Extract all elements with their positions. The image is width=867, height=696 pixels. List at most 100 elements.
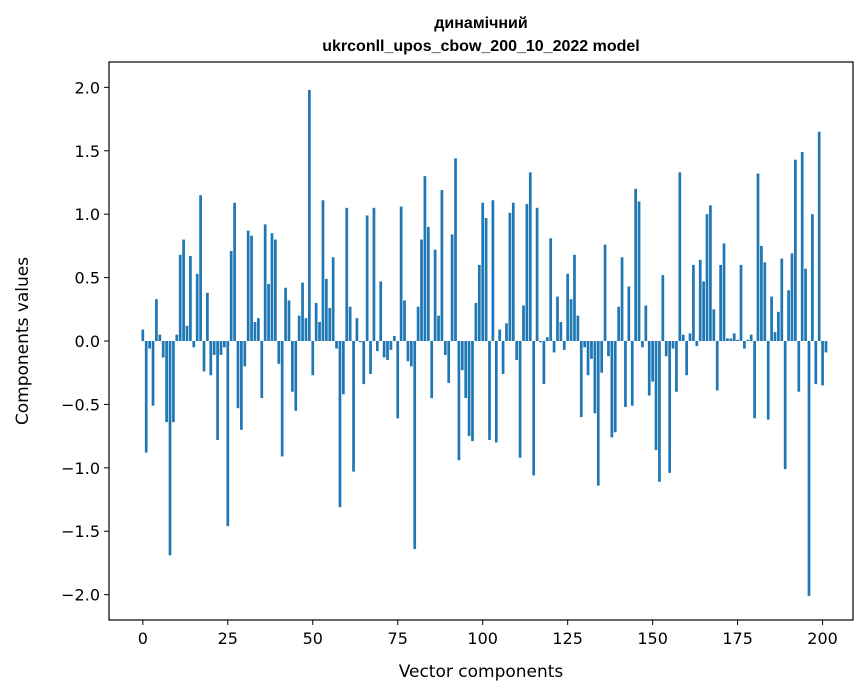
bar-140 [617,306,621,341]
bar-156 [671,341,675,349]
chart-title-line1: динамічний [434,15,527,32]
bar-60 [345,207,349,341]
x-tick-label: 125 [552,629,583,648]
bar-124 [562,341,566,350]
bar-197 [811,214,814,341]
bar-81 [416,306,420,341]
bar-82 [420,239,423,341]
bar-114 [528,172,532,341]
bar-5 [158,334,162,341]
bar-17 [199,195,202,341]
bar-53 [321,200,325,341]
bar-31 [246,230,250,341]
bar-98 [474,302,478,341]
bar-139 [613,341,617,433]
bar-186 [773,332,777,341]
bar-44 [291,341,294,392]
bar-68 [372,207,376,341]
bar-168 [712,309,716,341]
bar-132 [590,341,593,359]
bar-167 [709,205,712,341]
bar-199 [817,131,821,341]
bar-61 [348,306,352,341]
bar-83 [423,176,427,341]
bars-group [141,89,828,596]
bar-64 [358,341,362,343]
bar-145 [634,188,638,341]
bar-73 [389,341,393,350]
x-tick-label: 0 [138,629,148,648]
bar-13 [185,325,189,341]
bar-91 [450,234,454,341]
bar-149 [647,341,651,396]
y-axis-ticks: −2.0 −1.5 −1.0 −0.5 0.0 0.5 1.0 1.5 2.0 [61,78,109,605]
bar-190 [787,290,790,341]
bar-111 [518,341,522,458]
bar-37 [267,283,270,341]
bar-78 [406,341,410,362]
bar-20 [209,341,213,376]
bar-172 [726,338,729,341]
bar-43 [287,300,291,341]
bar-10 [175,334,179,341]
bar-32 [250,235,253,341]
bar-171 [722,243,726,341]
bar-77 [403,300,406,341]
bar-127 [573,254,576,341]
x-tick-label: 200 [807,629,838,648]
bar-121 [552,341,556,353]
bar-185 [770,296,773,341]
bar-191 [790,253,794,341]
bar-6 [161,341,165,358]
bar-183 [763,262,767,341]
bar-88 [440,190,444,341]
bar-159 [681,334,685,341]
bar-71 [382,341,386,358]
bar-100 [481,202,485,341]
bar-74 [392,335,396,341]
bar-28 [236,341,240,409]
bar-51 [314,302,318,341]
bar-201 [824,341,828,353]
y-tick-label: −1.5 [61,522,100,541]
x-tick-label: 75 [388,629,408,648]
bar-3 [151,341,155,406]
bar-180 [753,341,756,419]
bar-179 [749,334,753,341]
bar-70 [379,281,383,341]
bar-19 [206,292,209,341]
bar-106 [501,341,505,374]
bar-21 [212,341,216,355]
bar-85 [430,341,434,399]
bar-109 [511,202,515,341]
bar-175 [736,339,739,341]
bar-105 [498,329,502,341]
bar-112 [522,305,525,341]
x-tick-label: 25 [218,629,238,648]
bar-99 [477,264,481,341]
bar-52 [318,321,321,341]
bar-93 [457,341,461,461]
bar-141 [620,257,624,341]
bar-35 [260,341,264,399]
bar-55 [328,308,332,341]
bar-48 [304,318,308,341]
bar-164 [698,259,702,341]
y-axis-label: Components values [13,257,33,425]
bar-9 [172,341,175,423]
bar-170 [719,264,722,341]
bar-134 [596,341,600,486]
bar-22 [216,341,219,440]
bar-14 [189,256,192,341]
x-tick-label: 100 [467,629,498,648]
bar-131 [586,341,590,376]
bar-125 [566,273,570,341]
bar-15 [192,341,196,348]
bar-192 [794,159,797,341]
bar-117 [539,341,542,343]
bar-89 [443,341,447,355]
bar-119 [545,337,549,341]
bar-123 [559,321,563,341]
bar-50 [311,341,315,376]
x-tick-label: 50 [303,629,323,648]
